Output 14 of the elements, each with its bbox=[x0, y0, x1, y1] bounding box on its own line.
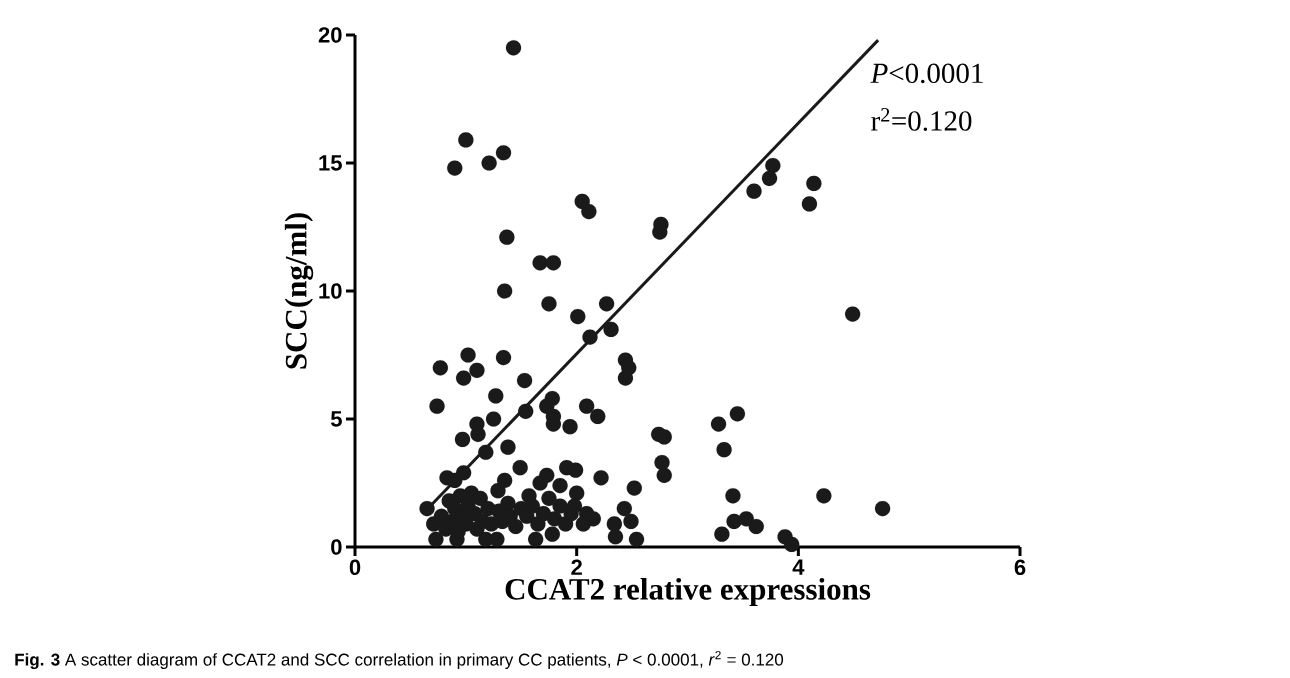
x-axis-title: CCAT2 relative expressions bbox=[505, 577, 871, 607]
y-tick-label: 0 bbox=[331, 539, 342, 555]
x-tick-label: 6 bbox=[1014, 559, 1026, 576]
annotation: P<0.0001 bbox=[870, 63, 983, 84]
text: Fig. 3 A scatter diagram of CCAT2 and SCC correlation in primary CC patients, P < 0.0001, r$^{2}$ = 0.120 bbox=[15, 650, 784, 670]
x-tick-label: 4 bbox=[792, 559, 805, 575]
y-tick-label: 10 bbox=[319, 283, 342, 299]
y-tick-label: 15 bbox=[319, 155, 342, 171]
y-axis-title: SCC(ng/ml) bbox=[284, 213, 314, 369]
x-tick-label: 2 bbox=[571, 559, 582, 575]
annotation: r$^{2}$=0.120 bbox=[871, 108, 972, 131]
y-tick-label: 20 bbox=[318, 27, 342, 43]
x-tick-label: 0 bbox=[349, 559, 361, 576]
y-tick-label: 5 bbox=[330, 411, 342, 427]
